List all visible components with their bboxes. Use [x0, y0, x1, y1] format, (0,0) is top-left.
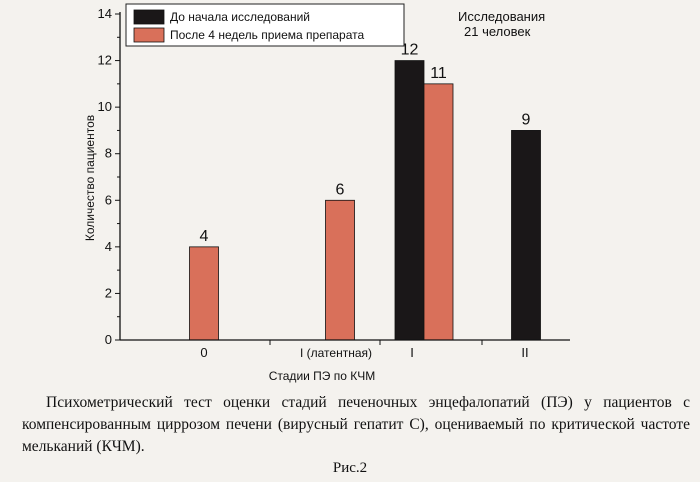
data-label: 12	[401, 42, 419, 59]
legend-label-after: После 4 недель приема препарата	[170, 28, 364, 42]
y-tick-label: 0	[105, 332, 112, 347]
y-tick-label: 10	[98, 99, 112, 114]
bar-before	[511, 130, 541, 341]
data-label: 9	[522, 111, 531, 128]
y-ticks-group: 0 2 4 6 8 10 12 14	[98, 6, 120, 347]
y-axis-label: Количество пациентов	[83, 115, 97, 241]
bar-before	[394, 60, 425, 341]
data-label: 4	[200, 228, 209, 245]
y-tick-label: 14	[98, 6, 112, 21]
x-tick-label: I	[410, 345, 414, 360]
legend-swatch-before	[133, 9, 165, 25]
bar-after	[189, 246, 219, 341]
figure-caption: Психометрический тест оценки стадий пече…	[22, 394, 690, 455]
y-tick-label: 4	[105, 239, 112, 254]
x-tick-label: I (латентная)	[300, 346, 372, 360]
x-tick-label: 0	[200, 345, 207, 360]
y-tick-label: 2	[105, 285, 112, 300]
y-tick-label: 6	[105, 192, 112, 207]
legend-label-before: До начала исследований	[170, 10, 310, 24]
figure-label: Рис.2	[332, 460, 368, 476]
axes-group	[119, 12, 570, 341]
x-axis-label: Стадии ПЭ по КЧМ	[269, 369, 376, 383]
bar-after	[325, 199, 355, 341]
annotation-line-2: 21 человек	[464, 24, 531, 39]
legend-swatch-after	[133, 27, 165, 43]
data-label: 11	[430, 65, 447, 82]
y-tick-label: 8	[105, 146, 112, 161]
annotation-line-1: Исследования	[458, 9, 545, 24]
data-labels-group: 4 6 12 11 9	[200, 42, 531, 245]
bars-group	[189, 60, 541, 341]
data-label: 6	[336, 181, 345, 198]
y-tick-label: 12	[98, 53, 112, 68]
bar-after	[423, 83, 454, 341]
legend-box	[125, 3, 405, 47]
x-tick-label: II	[521, 345, 528, 360]
legend: До начала исследований После 4 недель пр…	[125, 3, 405, 47]
